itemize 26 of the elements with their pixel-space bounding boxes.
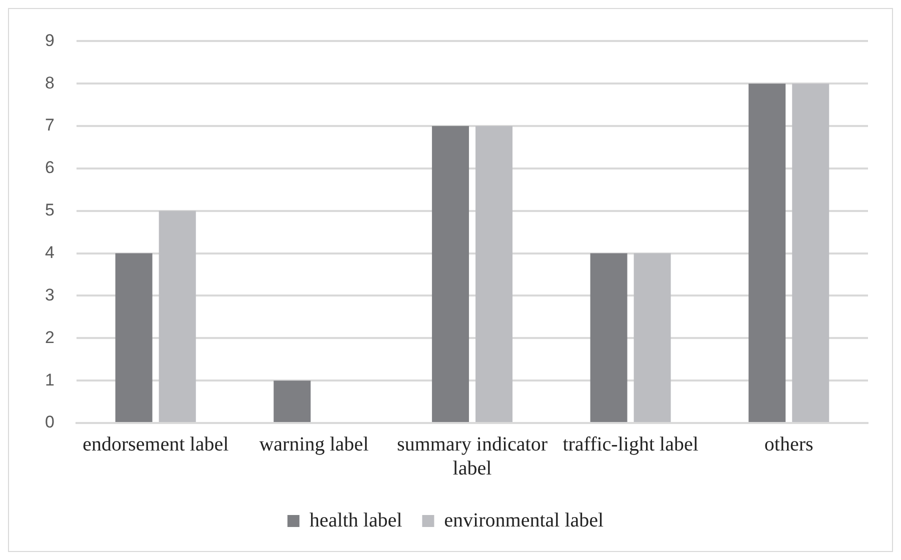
y-tick-label: 3 xyxy=(44,285,54,304)
bar xyxy=(590,253,628,422)
y-tick-label: 9 xyxy=(44,30,54,50)
x-tick-label: warning label xyxy=(259,433,370,456)
bar xyxy=(634,253,671,422)
y-tick-label: 5 xyxy=(44,200,54,220)
y-tick-label: 1 xyxy=(44,370,54,390)
y-tick-label: 2 xyxy=(44,328,54,347)
y-tick-label: 4 xyxy=(44,243,54,262)
bar xyxy=(792,84,830,422)
y-tick-label: 0 xyxy=(44,412,54,432)
legend-label: health label xyxy=(309,509,403,532)
y-tick-label: 6 xyxy=(44,158,54,178)
x-tick-label: summary indicator label xyxy=(396,433,548,480)
bar xyxy=(748,84,786,422)
bar xyxy=(274,380,311,422)
y-tick-label: 8 xyxy=(44,73,54,92)
bar xyxy=(432,126,469,422)
bar xyxy=(115,253,152,422)
x-tick-label: others xyxy=(764,433,814,456)
legend-label: environmental label xyxy=(444,509,604,532)
x-tick-label: traffic-light label xyxy=(562,433,699,456)
x-tick-label: endorsement label xyxy=(82,433,230,456)
bar xyxy=(158,210,196,422)
y-tick-label: 7 xyxy=(44,116,54,135)
bar xyxy=(475,126,512,422)
